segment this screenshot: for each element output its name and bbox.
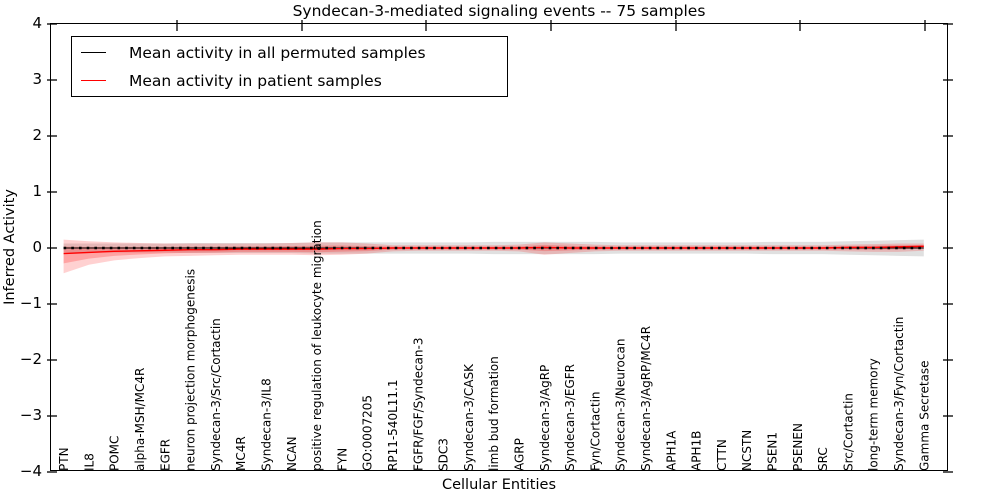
x-category-label: neuron projection morphogenesis <box>184 269 198 471</box>
x-category-label: EGFR <box>158 439 172 471</box>
y-tick-label: 4 <box>32 14 42 32</box>
x-category-label: RP11-540L11.1 <box>386 380 400 471</box>
x-category-label: FGFR/FGF/Syndecan-3 <box>411 338 425 471</box>
x-category-label: PTN <box>57 447 71 471</box>
x-category-label: Fyn/Cortactin <box>588 391 602 471</box>
y-tick-label: −2 <box>19 350 42 368</box>
x-category-label: CTTN <box>715 439 729 471</box>
chart-canvas: PTN IL8 POMC alpha-MSH/MC4R EGFR neuron proje… <box>47 20 953 473</box>
x-category-label: APH1B <box>690 431 704 471</box>
y-tick-label: 1 <box>32 182 42 200</box>
x-category-label: Gamma Secretase <box>917 360 931 471</box>
x-category-label: limb bud formation <box>487 356 501 471</box>
x-category-label: Src/Cortactin <box>841 393 855 471</box>
x-category-label: POMC <box>108 436 122 471</box>
y-tick-label: 0 <box>32 238 42 256</box>
x-category-label: positive regulation of leukocyte migrati… <box>310 220 324 471</box>
legend: Mean activity in all permuted samples Me… <box>71 36 508 97</box>
x-category-label: NCSTN <box>740 430 754 471</box>
legend-label: Mean activity in patient samples <box>129 71 382 90</box>
x-category-label: Syndecan-3/CASK <box>462 363 476 471</box>
y-tick-label: −1 <box>19 294 42 312</box>
x-category-label: APH1A <box>664 430 678 471</box>
x-category-label: Syndecan-3/Neurocan <box>614 339 628 471</box>
y-tick-label: 2 <box>32 126 42 144</box>
legend-entry-permuted: Mean activity in all permuted samples <box>81 40 507 65</box>
x-category-label: IL8 <box>82 453 96 471</box>
x-axis-label: Cellular Entities <box>441 477 557 493</box>
x-category-label: PSENEN <box>791 423 805 471</box>
x-category-label: SDC3 <box>437 438 451 471</box>
black-line-icon <box>81 52 106 53</box>
x-category-label: MC4R <box>234 436 248 471</box>
chart-title: Syndecan-3-mediated signaling events -- … <box>292 2 706 20</box>
x-category-label: alpha-MSH/MC4R <box>133 368 147 471</box>
x-category-label: FYN <box>335 448 349 471</box>
x-category-label: SRC <box>816 447 830 471</box>
x-category-label: AGRP <box>513 438 527 471</box>
x-category-label: NCAN <box>285 436 299 471</box>
x-category-label: long-term memory <box>867 358 881 471</box>
legend-entry-patient: Mean activity in patient samples <box>81 68 507 93</box>
x-category-label: Syndecan-3/EGFR <box>563 364 577 471</box>
x-category-label: Syndecan-3/Fyn/Cortactin <box>892 317 906 471</box>
x-category-label: Syndecan-3/AgRP <box>538 365 552 471</box>
x-category-label: Syndecan-3/AgRP/MC4R <box>639 326 653 471</box>
x-category-label: Syndecan-3/Src/Cortactin <box>209 318 223 471</box>
x-category-label: PSEN1 <box>766 432 780 471</box>
y-tick-label: −4 <box>19 462 42 480</box>
red-line-icon <box>81 80 106 81</box>
y-tick-label: −3 <box>19 406 42 424</box>
x-category-label: GO:0007205 <box>361 395 375 471</box>
plot-area: PTN IL8 POMC alpha-MSH/MC4R EGFR neuron proje… <box>47 20 953 473</box>
legend-label: Mean activity in all permuted samples <box>129 43 426 62</box>
x-category-label: Syndecan-3/IL8 <box>260 378 274 471</box>
y-tick-label: 3 <box>32 70 42 88</box>
